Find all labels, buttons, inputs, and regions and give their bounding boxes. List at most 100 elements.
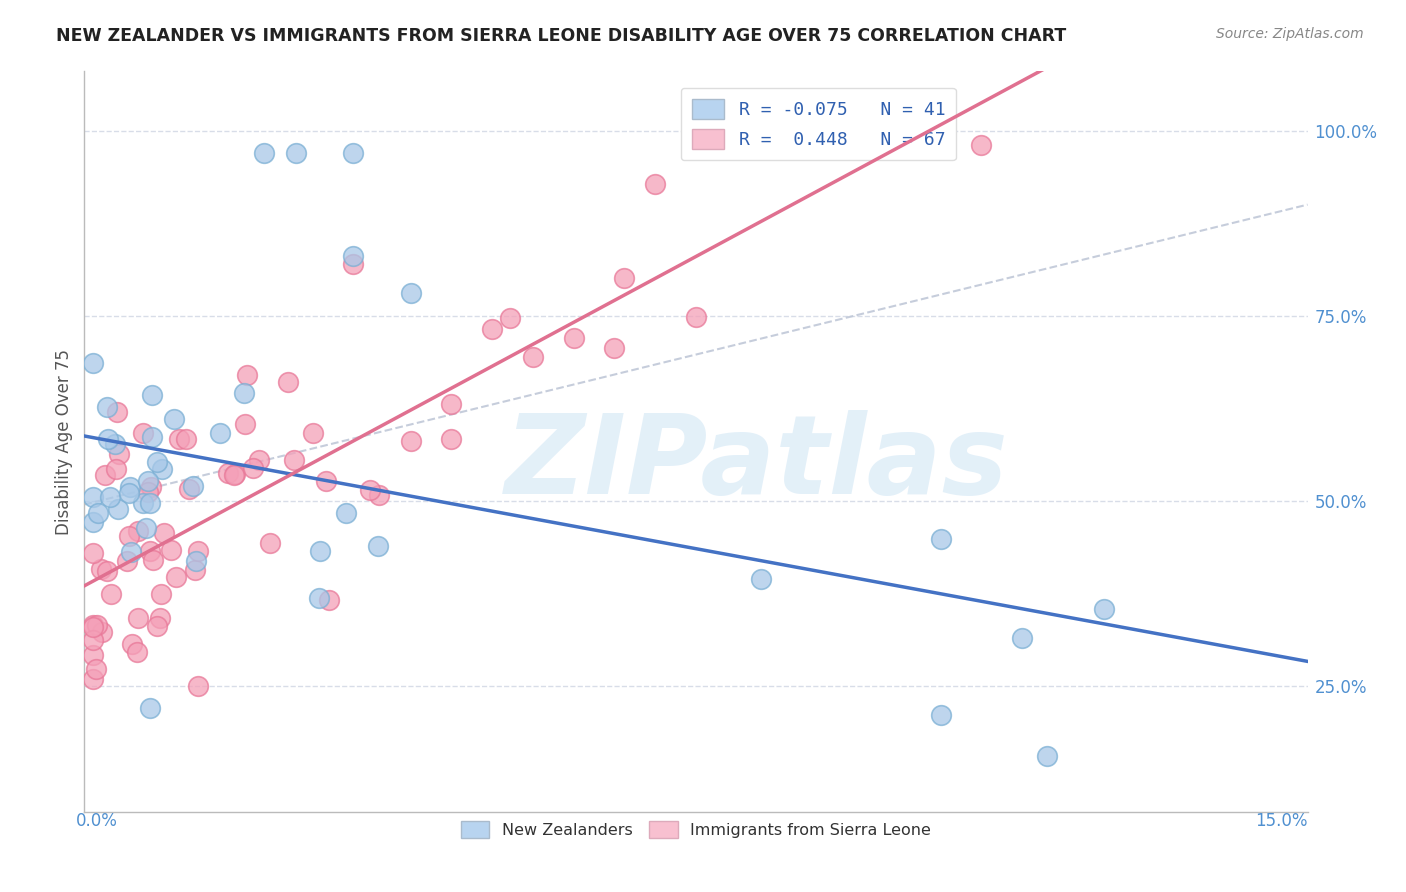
Point xyxy=(100,587,122,601)
Point xyxy=(181,479,204,493)
Point xyxy=(187,679,209,693)
Point xyxy=(184,563,207,577)
Point xyxy=(82,516,104,530)
Point xyxy=(160,542,183,557)
Point xyxy=(82,620,104,634)
Point xyxy=(603,341,626,355)
Point xyxy=(136,485,159,500)
Point xyxy=(150,461,173,475)
Point xyxy=(481,322,503,336)
Point xyxy=(142,553,165,567)
Point xyxy=(242,460,264,475)
Point xyxy=(283,452,305,467)
Point xyxy=(224,468,246,483)
Point xyxy=(1011,631,1033,645)
Point xyxy=(259,536,281,550)
Point xyxy=(342,257,364,271)
Point xyxy=(96,564,118,578)
Point xyxy=(139,496,162,510)
Point xyxy=(107,502,129,516)
Point xyxy=(1092,601,1115,615)
Point xyxy=(167,432,190,446)
Legend: New Zealanders, Immigrants from Sierra Leone: New Zealanders, Immigrants from Sierra L… xyxy=(454,815,938,845)
Point xyxy=(184,554,207,568)
Y-axis label: Disability Age Over 75: Disability Age Over 75 xyxy=(55,349,73,534)
Point xyxy=(233,417,256,431)
Point xyxy=(118,480,141,494)
Point xyxy=(342,250,364,264)
Point xyxy=(149,587,172,601)
Point xyxy=(612,270,634,285)
Point xyxy=(105,462,128,476)
Point xyxy=(399,286,422,301)
Point xyxy=(174,432,197,446)
Point xyxy=(177,483,200,497)
Point xyxy=(138,701,160,715)
Point xyxy=(440,397,463,411)
Text: ZIPatlas: ZIPatlas xyxy=(505,410,1010,517)
Point xyxy=(141,388,163,402)
Point xyxy=(929,532,952,546)
Point xyxy=(315,475,337,489)
Point xyxy=(146,619,169,633)
Text: 0.0%: 0.0% xyxy=(76,812,118,830)
Point xyxy=(1035,749,1057,764)
Text: 15.0%: 15.0% xyxy=(1256,812,1308,830)
Point xyxy=(121,636,143,650)
Text: NEW ZEALANDER VS IMMIGRANTS FROM SIERRA LEONE DISABILITY AGE OVER 75 CORRELATION: NEW ZEALANDER VS IMMIGRANTS FROM SIERRA … xyxy=(56,27,1067,45)
Point xyxy=(342,145,364,160)
Point xyxy=(440,432,463,446)
Point xyxy=(94,467,117,482)
Point xyxy=(125,644,148,658)
Point xyxy=(86,662,108,676)
Point xyxy=(367,539,389,553)
Point xyxy=(285,145,308,160)
Point xyxy=(232,386,254,401)
Point xyxy=(104,436,127,450)
Point xyxy=(82,617,104,632)
Point xyxy=(236,368,259,382)
Point xyxy=(335,506,357,520)
Point xyxy=(82,356,104,370)
Point xyxy=(82,632,104,647)
Point xyxy=(247,452,270,467)
Point xyxy=(132,425,155,440)
Point xyxy=(644,177,666,191)
Point xyxy=(165,570,187,584)
Point xyxy=(562,331,585,345)
Point xyxy=(139,544,162,558)
Point xyxy=(308,591,330,606)
Point xyxy=(209,425,232,440)
Point xyxy=(132,496,155,510)
Point xyxy=(253,145,276,160)
Point xyxy=(308,544,330,558)
Point xyxy=(217,466,239,480)
Point xyxy=(301,426,323,441)
Point xyxy=(141,430,163,444)
Point xyxy=(224,467,246,481)
Point xyxy=(368,487,391,501)
Point xyxy=(277,376,299,390)
Point xyxy=(118,485,141,500)
Point xyxy=(97,433,120,447)
Point xyxy=(98,490,121,504)
Point xyxy=(118,529,141,543)
Point xyxy=(108,447,131,461)
Point xyxy=(127,611,149,625)
Point xyxy=(82,648,104,662)
Point xyxy=(522,351,544,365)
Point xyxy=(139,480,162,494)
Point xyxy=(149,611,172,625)
Point xyxy=(685,310,707,324)
Point xyxy=(135,521,157,535)
Point xyxy=(90,624,112,639)
Point xyxy=(82,546,104,560)
Point xyxy=(153,526,176,541)
Point xyxy=(970,138,993,153)
Point xyxy=(127,524,149,538)
Point xyxy=(163,411,186,425)
Point xyxy=(499,310,522,325)
Point xyxy=(90,562,112,576)
Point xyxy=(318,592,340,607)
Point xyxy=(136,474,159,488)
